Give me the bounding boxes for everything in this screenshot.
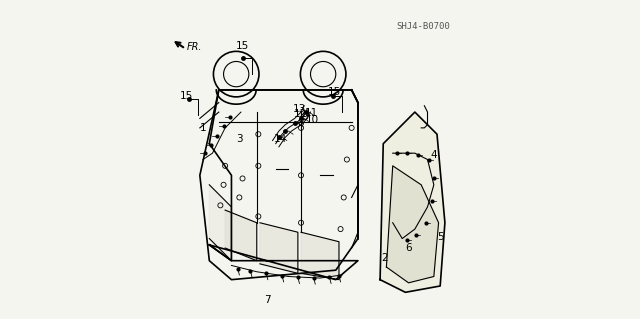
Text: FR.: FR. (187, 42, 203, 52)
Text: 10: 10 (305, 115, 319, 125)
Text: 9: 9 (301, 112, 307, 122)
Text: 4: 4 (431, 150, 437, 160)
Text: 15: 15 (236, 41, 249, 51)
Polygon shape (301, 232, 339, 280)
Text: SHJ4-B0700: SHJ4-B0700 (396, 22, 450, 31)
Text: 6: 6 (405, 243, 412, 253)
Polygon shape (225, 210, 257, 261)
Polygon shape (387, 166, 438, 283)
Text: 15: 15 (180, 91, 193, 101)
Text: 13: 13 (293, 104, 306, 114)
Text: 5: 5 (437, 232, 444, 242)
Text: 3: 3 (236, 134, 243, 144)
Text: 15: 15 (328, 86, 341, 97)
Text: 8: 8 (298, 118, 305, 128)
Text: 2: 2 (381, 253, 388, 263)
Text: 14: 14 (274, 134, 287, 144)
Polygon shape (209, 185, 232, 261)
Text: 1: 1 (200, 123, 206, 133)
Text: 7: 7 (264, 295, 271, 305)
Text: 11: 11 (305, 108, 318, 118)
Polygon shape (260, 223, 298, 273)
Text: 12: 12 (294, 109, 307, 119)
Polygon shape (380, 112, 445, 292)
